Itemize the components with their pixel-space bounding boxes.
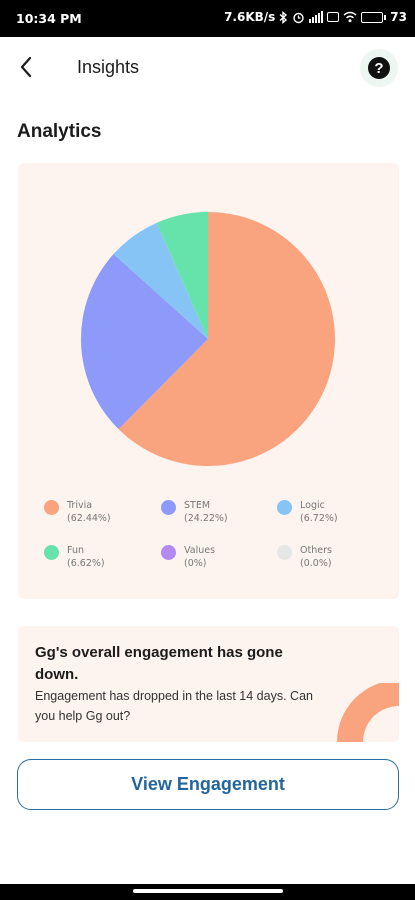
legend-swatch [161, 500, 176, 515]
legend-label: Others [300, 545, 332, 556]
legend-label: Logic [300, 500, 325, 511]
legend-swatch [44, 545, 59, 560]
chevron-left-icon [20, 56, 32, 78]
legend-swatch [161, 545, 176, 560]
net-speed: 7.6KB/s [224, 10, 276, 24]
section-title: Analytics [17, 121, 102, 142]
home-indicator[interactable] [133, 889, 283, 893]
alarm-icon [293, 12, 304, 23]
bluetooth-icon [279, 10, 288, 24]
wifi-icon [343, 11, 357, 23]
legend-item-logic: Logic (6.72%) [277, 499, 338, 525]
legend-label: Trivia [67, 500, 93, 511]
legend-swatch [44, 500, 59, 515]
legend-percent: (6.62%) [67, 558, 105, 569]
pie-slice-trivia [118, 212, 335, 466]
legend-swatch [277, 500, 292, 515]
legend-item-values: Values (0%) [161, 544, 215, 570]
legend-label: Fun [67, 545, 84, 556]
legend-label: Values [184, 545, 216, 556]
question-mark-icon: ? [368, 57, 390, 79]
navigation-bar [0, 884, 415, 900]
page-title: Insights [77, 57, 140, 77]
help-button[interactable]: ? [360, 49, 398, 87]
pie-slice-fun [156, 212, 208, 339]
legend-percent: (24.22%) [184, 513, 228, 524]
status-time: 10:34 PM [16, 11, 82, 26]
legend-percent: (62.44%) [67, 513, 111, 524]
legend-item-fun: Fun (6.62%) [44, 544, 105, 570]
decorative-arc [337, 683, 399, 742]
legend-percent: (6.72%) [300, 513, 338, 524]
legend-swatch [277, 545, 292, 560]
legend-item-trivia: Trivia (62.44%) [44, 499, 111, 525]
legend-item-others: Others (0.0%) [277, 544, 332, 570]
engagement-card: Gg's overall engagement has gone down. E… [18, 626, 399, 742]
legend-percent: (0.0%) [300, 558, 332, 569]
volte-icon [327, 12, 340, 22]
legend-label: STEM [184, 500, 211, 511]
status-icons: 7.6KB/s 73 [224, 10, 407, 24]
pie-chart [80, 212, 335, 466]
pie-slice-logic [113, 222, 208, 339]
engagement-body: Engagement has dropped in the last 14 da… [35, 689, 313, 723]
battery-text: 73 [390, 10, 407, 24]
view-engagement-button[interactable]: View Engagement [17, 759, 399, 810]
pie-slice-stem [80, 254, 208, 430]
status-bar: 10:34 PM 7.6KB/s 73 [0, 0, 415, 37]
analytics-card: Trivia (62.44%) STEM (24.22%) Logic (6.72%) Fu… [18, 163, 399, 599]
signal-icon [309, 11, 324, 23]
engagement-heading: Gg's overall engagement has gone down. [35, 644, 283, 683]
legend-item-stem: STEM (24.22%) [161, 499, 228, 525]
battery-icon [361, 11, 387, 23]
legend-percent: (0%) [184, 558, 207, 569]
back-button[interactable] [12, 52, 40, 82]
